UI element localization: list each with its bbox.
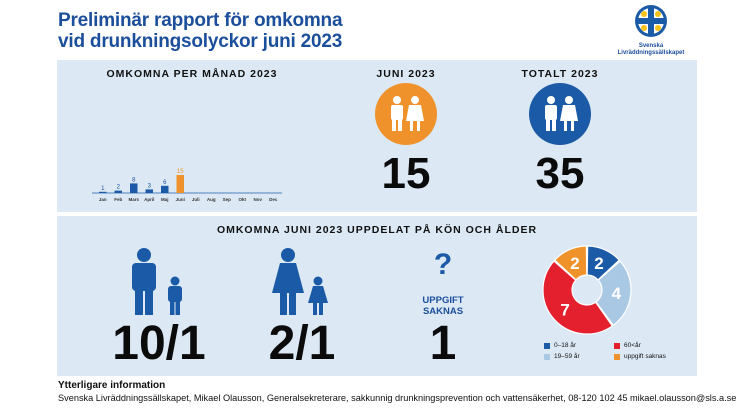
donut-value-label-19-59-r: 4 xyxy=(612,284,622,303)
tick-label-maj: Maj xyxy=(161,197,169,202)
tick-label-april: April xyxy=(144,197,154,202)
legend-label-unknown: uppgift saknas xyxy=(624,353,666,360)
monthly-heading: OMKOMNA PER MÅNAD 2023 xyxy=(106,68,278,80)
unknown-label: UPPGIFT SAKNAS xyxy=(403,295,483,317)
tick-label-feb: Feb xyxy=(114,197,122,202)
women-count: 2/1 xyxy=(268,317,336,370)
june-people-icon xyxy=(375,83,437,145)
tick-label-aug: Aug xyxy=(207,197,216,202)
tick-label-sep: Sep xyxy=(223,197,232,202)
total-heading: TOTALT 2023 xyxy=(521,68,599,80)
bar-value-label-maj: 6 xyxy=(163,180,167,186)
unknown-count: 1 xyxy=(429,317,457,370)
bar-value-label-jan: 1 xyxy=(101,186,105,192)
tick-label-jan: Jan xyxy=(99,197,107,202)
tick-label-okt: Okt xyxy=(238,197,246,202)
tick-label-mars: Mars xyxy=(128,197,139,202)
bar-jan xyxy=(99,191,107,193)
logo: Svenska Livräddningssällskapet xyxy=(616,4,686,56)
bar-april xyxy=(145,189,153,193)
june-total-value: 15 xyxy=(381,149,431,198)
legend-item-unknown: uppgift saknas xyxy=(614,353,684,360)
bar-value-label-mars: 8 xyxy=(132,177,136,183)
man-and-boy-icon xyxy=(132,248,182,315)
donut-slice-60-r xyxy=(542,260,614,335)
question-mark-icon: ? xyxy=(433,248,453,281)
legend-label-0-18: 0–18 år xyxy=(554,342,577,349)
donut-slice-0-18-r xyxy=(586,245,621,281)
legend-item-0-18: 0–18 år xyxy=(544,342,614,349)
men-count: 10/1 xyxy=(112,317,206,370)
donut-slice-19-59-r xyxy=(595,260,632,327)
june-heading: JUNI 2023 xyxy=(376,68,436,80)
logo-text-1: Svenska xyxy=(638,43,664,49)
bar-juni xyxy=(176,175,184,193)
title-line-2: vid drunkningsolyckor juni 2023 xyxy=(58,31,343,52)
legend-swatch-60-plus xyxy=(614,342,620,349)
donut-value-label-60-r: 7 xyxy=(560,301,569,320)
bar-value-label-juni: 15 xyxy=(177,169,184,175)
bar-value-label-feb: 2 xyxy=(117,185,121,191)
monthly-bar-chart: 1 Jan 2 Feb 8 Mars 3 April 6 Maj 15 Juni Juli Aug Sep O… xyxy=(92,169,282,202)
legend-item-19-59: 19–59 år xyxy=(544,353,614,360)
tick-label-juni: Juni xyxy=(176,197,185,202)
footer-contact-text: Svenska Livräddningssällskapet, Mikael O… xyxy=(58,393,737,403)
year-total-value: 35 xyxy=(535,149,585,198)
legend-label-60-plus: 60<år xyxy=(624,342,641,349)
title-line-1: Preliminär rapport för omkomna xyxy=(58,10,343,31)
legend-swatch-19-59 xyxy=(544,353,550,360)
tick-label-nov: Nov xyxy=(253,197,262,202)
bar-feb xyxy=(114,190,122,193)
total-people-icon xyxy=(529,83,591,145)
footer-title: Ytterligare information xyxy=(58,380,166,391)
breakdown-panel xyxy=(57,216,697,376)
unknown-label-line-1: UPPGIFT xyxy=(422,295,464,306)
donut-value-label-0-18-r: 2 xyxy=(594,254,603,273)
unknown-label-line-2: SAKNAS xyxy=(422,306,464,317)
age-legend: 0–18 år 60<år 19–59 år uppgift saknas xyxy=(544,340,684,362)
bar-maj xyxy=(161,185,169,193)
breakdown-heading: OMKOMNA JUNI 2023 UPPDELAT PÅ KÖN OCH ÅL… xyxy=(216,224,538,236)
logo-text-2: Livräddningssällskapet xyxy=(617,50,685,56)
donut-value-label-uppgift-saknas: 2 xyxy=(570,254,579,273)
bar-mars xyxy=(130,183,138,193)
legend-swatch-unknown xyxy=(614,353,620,360)
legend-item-60-plus: 60<år xyxy=(614,342,684,349)
bar-value-label-april: 3 xyxy=(148,183,152,189)
page-title: Preliminär rapport för omkomna vid drunk… xyxy=(58,10,343,52)
woman-and-girl-icon xyxy=(272,248,328,315)
tick-label-juli: Juli xyxy=(192,197,200,202)
legend-swatch-0-18 xyxy=(544,342,550,349)
logo-emblem-icon xyxy=(635,5,667,37)
legend-label-19-59: 19–59 år xyxy=(554,353,580,360)
tick-label-dec: Dec xyxy=(269,197,278,202)
donut-slice-uppgift-saknas xyxy=(553,245,588,281)
